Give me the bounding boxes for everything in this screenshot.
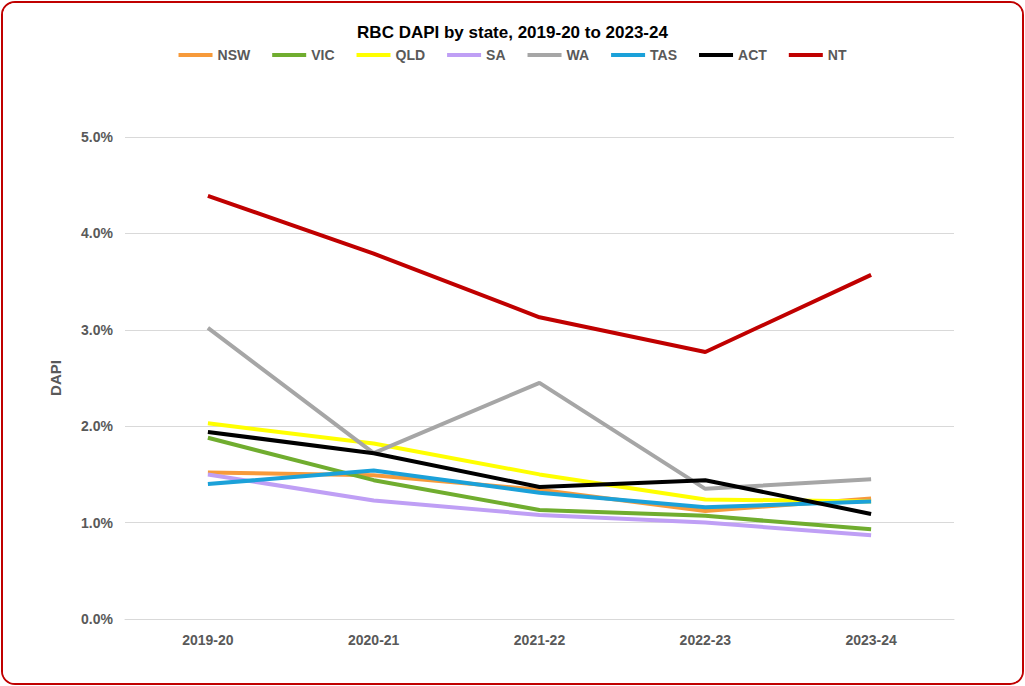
svg-text:2023-24: 2023-24	[845, 632, 897, 648]
svg-text:2022-23: 2022-23	[680, 632, 732, 648]
svg-text:QLD: QLD	[396, 47, 426, 63]
svg-text:5.0%: 5.0%	[81, 129, 113, 145]
svg-text:NSW: NSW	[218, 47, 251, 63]
svg-text:WA: WA	[567, 47, 590, 63]
svg-text:TAS: TAS	[650, 47, 677, 63]
svg-text:NT: NT	[828, 47, 847, 63]
svg-text:2020-21: 2020-21	[348, 632, 400, 648]
svg-text:0.0%: 0.0%	[81, 611, 113, 627]
svg-text:SA: SA	[486, 47, 505, 63]
svg-text:RBC DAPI by state, 2019-20 to: RBC DAPI by state, 2019-20 to 2023-24	[357, 23, 668, 42]
svg-text:ACT: ACT	[738, 47, 767, 63]
svg-text:VIC: VIC	[311, 47, 334, 63]
svg-text:2019-20: 2019-20	[182, 632, 234, 648]
svg-text:1.0%: 1.0%	[81, 515, 113, 531]
svg-text:4.0%: 4.0%	[81, 225, 113, 241]
svg-text:2.0%: 2.0%	[81, 418, 113, 434]
svg-text:2021-22: 2021-22	[514, 632, 566, 648]
svg-text:3.0%: 3.0%	[81, 322, 113, 338]
svg-text:DAPI: DAPI	[47, 360, 64, 396]
